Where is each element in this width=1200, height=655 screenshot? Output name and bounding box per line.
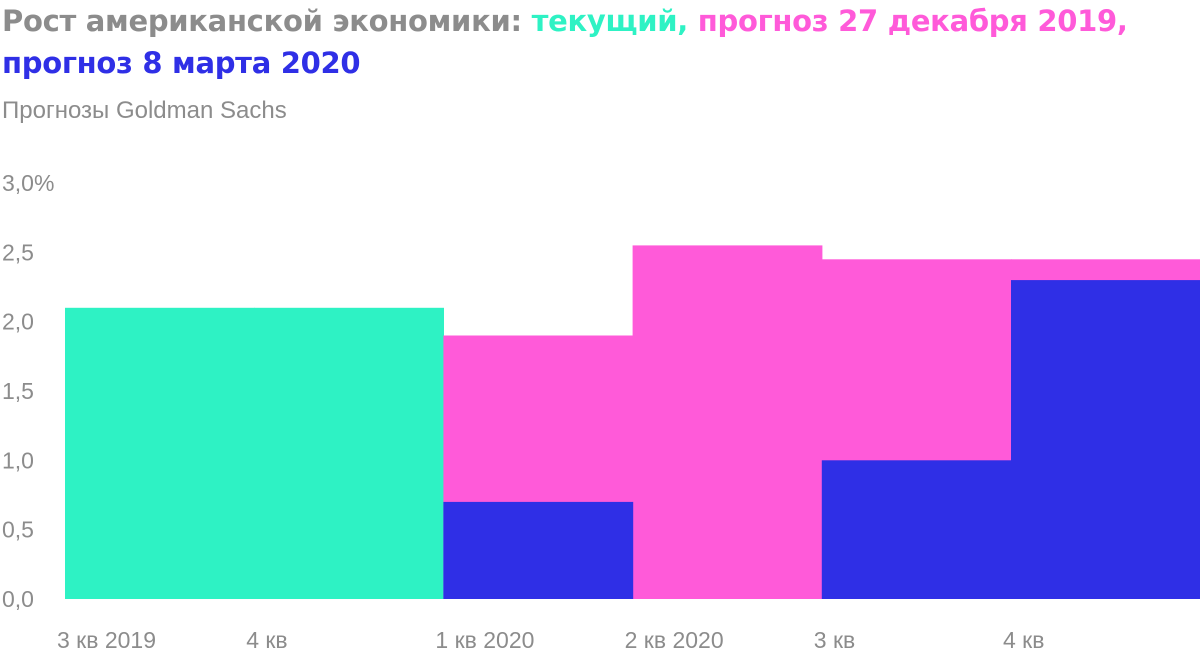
bar-series-2-cat-2 <box>443 501 634 599</box>
y-tick-label: 0,5 <box>2 517 34 543</box>
x-tick-label: 4 кв <box>1003 627 1044 653</box>
x-tick-label: 1 кв 2020 <box>435 627 534 653</box>
title-forecast-mar-series: прогноз 8 марта 2020 <box>2 46 361 80</box>
y-tick-label: 1,5 <box>2 378 34 404</box>
title-current-series: текущий, <box>531 4 689 38</box>
chart-bars <box>65 245 1200 599</box>
y-axis-ticks: 0,0 0,5 1,0 1,5 2,0 2,5 3,0% <box>2 170 54 612</box>
y-tick-label: 0,0 <box>2 586 34 612</box>
title-prefix: Рост американской экономики: <box>2 4 532 38</box>
bar-series-0-cat-1 <box>254 307 444 599</box>
chart-title: Рост американской экономики: текущий, пр… <box>2 0 1192 84</box>
y-tick-label: 3,0% <box>2 170 54 196</box>
bar-series-1-cat-3 <box>632 245 823 599</box>
y-tick-label: 1,0 <box>2 447 34 473</box>
bar-series-2-cat-4 <box>821 460 1012 599</box>
x-tick-label: 2 кв 2020 <box>625 627 724 653</box>
y-tick-label: 2,0 <box>2 309 34 335</box>
x-tick-label: 3 кв 2019 <box>57 627 156 653</box>
x-tick-label: 4 кв <box>246 627 287 653</box>
title-forecast-dec-series: прогноз 27 декабря 2019, <box>697 4 1128 38</box>
bar-series-0-cat-0 <box>65 307 255 599</box>
x-tick-label: 3 кв <box>814 627 855 653</box>
x-axis-ticks: 3 кв 2019 4 кв 1 кв 2020 2 кв 2020 3 кв 4 кв <box>57 627 1044 653</box>
y-tick-label: 2,5 <box>2 239 34 265</box>
chart-subtitle: Прогнозы Goldman Sachs <box>2 97 287 124</box>
bar-series-2-cat-5 <box>1011 280 1200 599</box>
